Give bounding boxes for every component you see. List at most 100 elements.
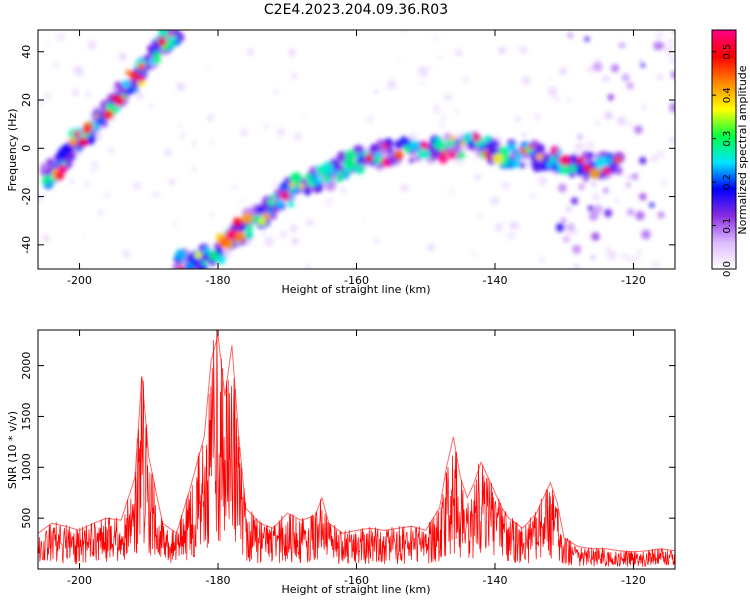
heatmap-point (361, 219, 367, 224)
heatmap-y-axis-label: Frequency (Hz) (6, 109, 19, 192)
heatmap-point (258, 218, 267, 227)
heatmap-points (38, 30, 675, 269)
heatmap-point (176, 82, 186, 92)
heatmap-point (134, 87, 139, 93)
heatmap-point (511, 158, 521, 168)
heatmap-x-tick-label: -120 (621, 274, 646, 287)
snr-chart: -200 -180 -160 -140 -120 500 1000 1500 2000 Hei… (6, 329, 676, 596)
heatmap-point (202, 260, 208, 266)
heatmap-point (261, 231, 266, 236)
heatmap-point (615, 198, 620, 203)
heatmap-point (427, 65, 433, 71)
snr-y-tick-label: 500 (20, 508, 33, 529)
heatmap-point (98, 210, 104, 216)
heatmap-point (559, 67, 568, 75)
heatmap-point (90, 168, 96, 174)
heatmap-point (176, 123, 183, 130)
heatmap-point (658, 42, 665, 49)
heatmap-point (569, 164, 577, 173)
heatmap-point (477, 212, 485, 220)
heatmap-point (550, 146, 558, 155)
heatmap-point (179, 265, 185, 269)
heatmap-point (569, 154, 577, 162)
heatmap-point (263, 212, 271, 220)
snr-y-axis: 500 1000 1500 2000 (20, 352, 675, 529)
heatmap-point (374, 156, 383, 165)
heatmap-point (305, 263, 312, 269)
heatmap-point (591, 255, 596, 260)
heatmap-point (538, 176, 547, 186)
heatmap-point (289, 224, 298, 233)
heatmap-point (426, 243, 435, 251)
heatmap-point (635, 210, 645, 221)
heatmap-point (438, 153, 449, 164)
heatmap-point (602, 187, 609, 194)
heatmap-point (559, 154, 571, 166)
heatmap-point (417, 66, 428, 76)
heatmap-point (628, 121, 633, 127)
heatmap-point (521, 131, 528, 138)
heatmap-point (343, 173, 349, 180)
heatmap-point (232, 184, 237, 190)
heatmap-point (206, 114, 214, 122)
colorbar-tick-label: 0.2 (722, 174, 733, 190)
heatmap-point (565, 205, 573, 213)
heatmap-point (639, 193, 647, 201)
heatmap-point (575, 142, 584, 151)
heatmap-point (593, 204, 603, 214)
heatmap-point (419, 80, 425, 86)
heatmap-point (431, 34, 440, 42)
heatmap-point (290, 72, 297, 79)
heatmap-point (669, 102, 675, 113)
heatmap-point (533, 113, 542, 121)
heatmap-point (434, 104, 439, 110)
heatmap-point (668, 136, 675, 144)
heatmap-point (592, 61, 603, 72)
heatmap-point (57, 164, 67, 174)
snr-y-tick-label: 2000 (20, 352, 33, 380)
heatmap-point (595, 156, 608, 169)
heatmap-point (291, 237, 299, 246)
heatmap-point (164, 148, 172, 156)
heatmap-point (567, 32, 574, 39)
heatmap-point (554, 96, 560, 102)
heatmap-point (536, 153, 543, 161)
heatmap-point (558, 183, 567, 193)
heatmap-point (587, 205, 594, 212)
heatmap-point (154, 57, 161, 65)
heatmap-point (530, 193, 535, 198)
heatmap-point (636, 250, 642, 255)
heatmap-point (634, 125, 643, 134)
heatmap-x-tick-label: -180 (206, 274, 231, 287)
heatmap-point (191, 165, 198, 173)
heatmap-point (268, 199, 275, 207)
heatmap-point (46, 158, 54, 167)
heatmap-point (659, 178, 667, 186)
heatmap-point (367, 116, 374, 123)
heatmap-point (650, 260, 661, 269)
heatmap-point (183, 261, 194, 269)
heatmap-point (73, 65, 84, 76)
heatmap-point (313, 173, 320, 180)
heatmap-point (302, 113, 308, 119)
heatmap-point (126, 86, 136, 95)
snr-y-tick-label: 1500 (20, 402, 33, 430)
heatmap-point (672, 30, 675, 34)
heatmap-point (511, 222, 520, 230)
heatmap-point (437, 121, 446, 129)
heatmap-point (584, 36, 590, 42)
heatmap-point (121, 79, 131, 89)
heatmap-point (530, 158, 543, 171)
heatmap-point (70, 155, 76, 161)
heatmap-point (373, 88, 379, 94)
heatmap-point (454, 108, 460, 114)
heatmap-point (585, 140, 595, 150)
heatmap-point (401, 137, 409, 145)
heatmap-point (71, 88, 79, 97)
heatmap-point (489, 196, 499, 206)
heatmap-point (602, 75, 610, 83)
heatmap-y-tick-label: -40 (20, 236, 33, 254)
heatmap-point (669, 55, 675, 64)
heatmap-point (103, 110, 114, 120)
